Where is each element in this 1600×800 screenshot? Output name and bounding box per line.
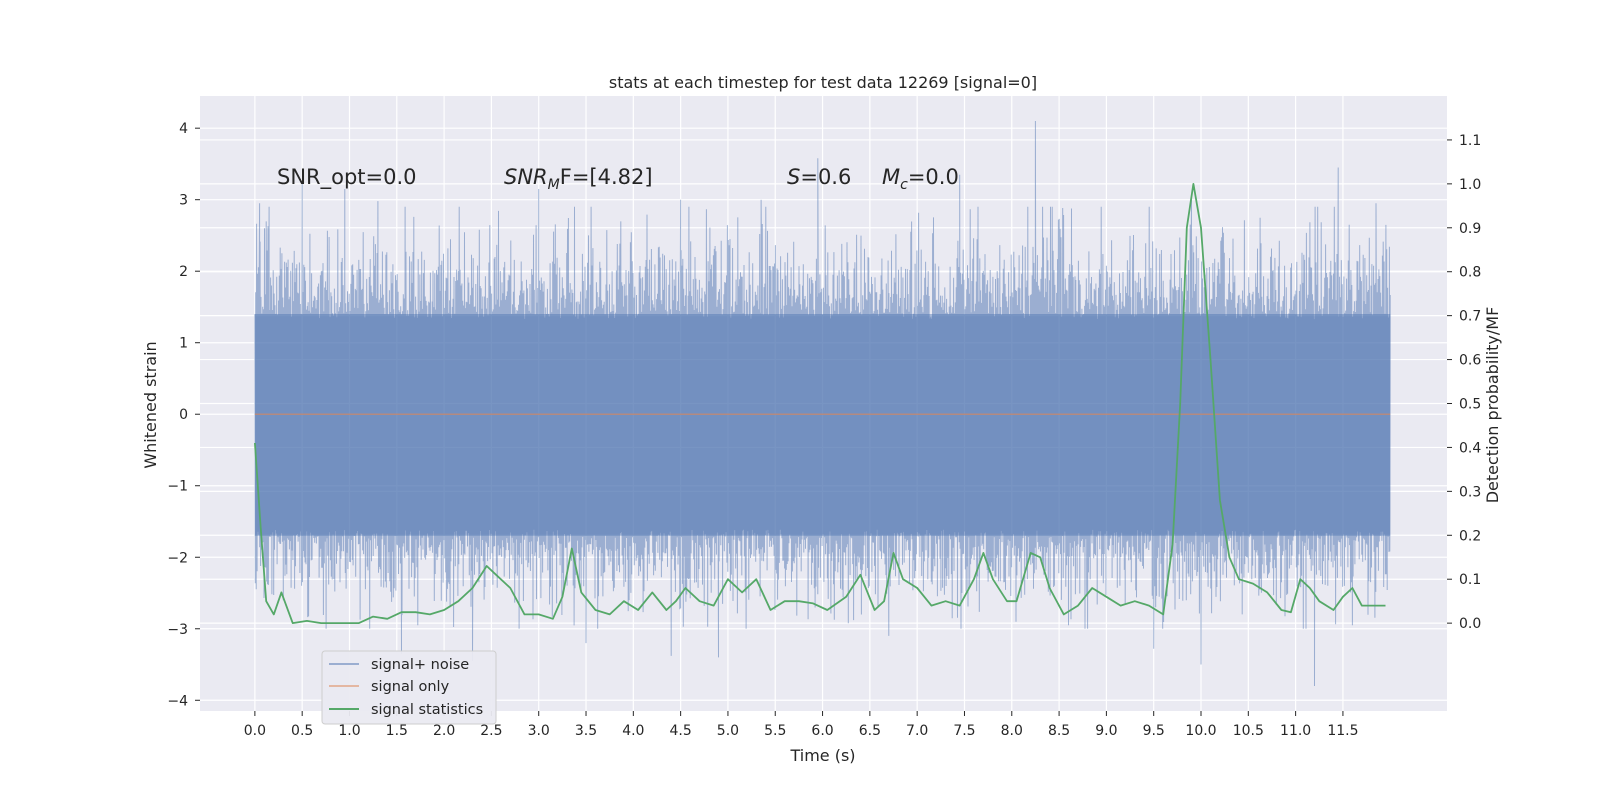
legend-label-signal-statistics: signal statistics	[371, 702, 483, 718]
y-right-tick-label: 0.7	[1459, 309, 1481, 325]
x-tick-label: 8.5	[1048, 723, 1070, 739]
x-tick-label: 7.0	[906, 723, 928, 739]
x-tick-label: 5.5	[764, 723, 786, 739]
y-left-tick-label: −4	[167, 693, 188, 709]
signal-noise-band	[254, 314, 1391, 536]
annotation-mc-sub: c	[900, 177, 908, 193]
x-tick-label: 2.0	[433, 723, 455, 739]
signal-noise-series	[254, 120, 1391, 687]
annotation-s: S=0.6	[787, 165, 851, 189]
y-right-tick-label: 1.1	[1459, 133, 1481, 149]
signal-statistics-line	[254, 183, 1386, 624]
y-left-tick-label: 0	[179, 407, 188, 423]
x-tick-label: 11.0	[1280, 723, 1311, 739]
x-tick-label: 7.5	[953, 723, 975, 739]
y-left-tick-label: 4	[179, 121, 188, 137]
y-left-tick-label: −3	[167, 622, 188, 638]
x-tick-label: 1.5	[386, 723, 408, 739]
x-tick-label: 3.0	[528, 723, 550, 739]
y-right-tick-label: 0.9	[1459, 221, 1481, 237]
x-axis-label: Time (s)	[789, 746, 855, 765]
y-axis-right-ticks: 1.1 1.0 0.9 0.8 0.7 0.6 0.5 0.4 0.3 0.2 0.1 0.0	[1447, 133, 1481, 632]
annotation-snr-mf-sub: M	[548, 177, 560, 193]
y-axis-left-label: Whitened strain	[141, 341, 160, 468]
x-tick-label: 9.5	[1143, 723, 1165, 739]
y-left-tick-label: 3	[179, 193, 188, 209]
annotation-mc-rest: =0.0	[908, 165, 959, 189]
y-right-tick-label: 0.2	[1459, 528, 1481, 544]
x-tick-label: 4.5	[670, 723, 692, 739]
y-right-tick-label: 0.4	[1459, 440, 1481, 456]
y-left-tick-label: 1	[179, 336, 188, 352]
x-tick-label: 9.0	[1095, 723, 1117, 739]
x-tick-label: 11.5	[1327, 723, 1358, 739]
x-tick-label: 0.0	[244, 723, 266, 739]
annotation-mc: Mc=0.0	[882, 165, 959, 193]
x-tick-label: 4.0	[622, 723, 644, 739]
y-left-tick-label: −2	[167, 550, 188, 566]
x-tick-label: 8.0	[1001, 723, 1023, 739]
legend-label-signal-noise: signal+ noise	[371, 657, 469, 673]
y-left-tick-label: −1	[167, 479, 188, 495]
x-tick-label: 6.5	[859, 723, 881, 739]
annotation-snr-mf: SNRMF=[4.82]	[504, 165, 653, 193]
y-right-tick-label: 0.5	[1459, 397, 1481, 413]
y-axis-left-ticks: 4 3 2 1 0 −1 −2 −3 −4	[167, 121, 200, 709]
x-tick-label: 2.5	[480, 723, 502, 739]
x-tick-label: 10.0	[1185, 723, 1216, 739]
y-right-tick-label: 0.1	[1459, 572, 1481, 588]
y-left-tick-label: 2	[179, 264, 188, 280]
x-tick-label: 10.5	[1233, 723, 1264, 739]
legend-box	[321, 650, 497, 725]
annotation-snr-opt: SNR_opt=0.0	[277, 165, 417, 190]
x-tick-label: 5.0	[717, 723, 739, 739]
y-right-tick-label: 0.6	[1459, 353, 1481, 369]
annotation-s-rest: =0.6	[800, 165, 851, 189]
legend-label-signal-only: signal only	[371, 679, 450, 695]
chart-title: stats at each timestep for test data 122…	[609, 73, 1037, 92]
y-right-tick-label: 1.0	[1459, 177, 1481, 193]
y-right-tick-label: 0.0	[1459, 616, 1481, 632]
x-tick-label: 3.5	[575, 723, 597, 739]
annotation-snr-mf-rest: F=[4.82]	[560, 165, 653, 189]
x-tick-label: 1.0	[338, 723, 360, 739]
signal-statistics-series	[254, 183, 1386, 624]
x-axis-ticks: 0.0 0.5 1.0 1.5 2.0 2.5 3.0 3.5 4.0 4.5 5.0 5.5 6.0 6…	[244, 711, 1359, 739]
x-tick-label: 6.0	[811, 723, 833, 739]
y-axis-right-label: Detection probability/MF	[1483, 307, 1502, 504]
annotation-s-main: S	[787, 165, 800, 189]
legend: signal+ noise signal only signal statist…	[321, 650, 497, 725]
x-tick-label: 0.5	[291, 723, 313, 739]
y-right-tick-label: 0.3	[1459, 484, 1481, 500]
y-right-tick-label: 0.8	[1459, 265, 1481, 281]
annotation-snr-mf-main: SNR	[504, 165, 548, 189]
annotation-mc-main: M	[882, 165, 900, 189]
